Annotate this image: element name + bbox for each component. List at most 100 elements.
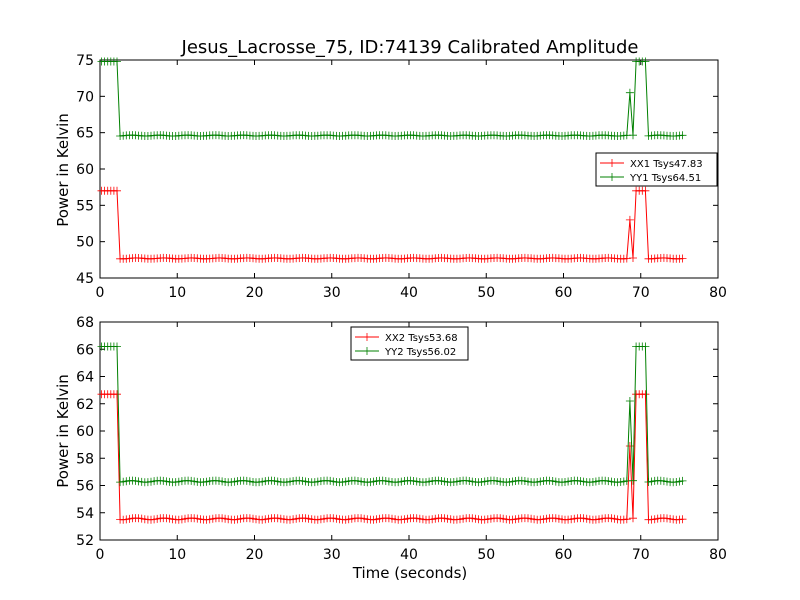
data-point [221, 514, 230, 523]
data-point [486, 514, 495, 523]
data-point [202, 477, 211, 486]
data-point [344, 515, 353, 524]
x-tick-label: 0 [96, 547, 105, 563]
y-tick-label: 66 [76, 342, 94, 358]
y-tick-label: 54 [76, 506, 94, 522]
x-tick-label: 80 [709, 285, 727, 301]
data-point [610, 514, 619, 523]
data-point [471, 514, 480, 523]
legend-label: XX1 Tsys47.83 [630, 159, 703, 170]
x-tick-label: 80 [709, 547, 727, 563]
data-point [233, 515, 242, 524]
data-point [177, 515, 186, 524]
x-tick-label: 30 [323, 285, 341, 301]
data-point [292, 514, 301, 523]
data-point [286, 477, 294, 486]
data-point [663, 477, 671, 486]
data-point [394, 478, 403, 487]
data-point [412, 514, 421, 523]
data-point [524, 514, 532, 523]
x-tick-label: 40 [400, 547, 418, 563]
data-point [561, 478, 569, 486]
data-point [357, 514, 366, 523]
data-point [579, 514, 588, 523]
data-point [245, 514, 254, 523]
data-point [320, 514, 328, 523]
data-point [273, 514, 282, 523]
y-tick-label: 60 [76, 162, 94, 178]
legend-label: YY1 Tsys64.51 [629, 173, 701, 184]
data-point [666, 514, 675, 523]
data-point [625, 397, 634, 405]
data-point [524, 477, 532, 486]
x-tick-label: 70 [632, 547, 650, 563]
data-point [400, 515, 409, 524]
data-point [616, 478, 625, 486]
series-line [101, 393, 683, 521]
data-point [629, 254, 637, 262]
data-point [153, 514, 162, 523]
data-point [316, 515, 325, 524]
series-line [101, 190, 683, 260]
data-point [629, 131, 637, 140]
data-point [215, 476, 223, 485]
data-point [245, 477, 254, 486]
data-point [629, 476, 637, 485]
data-point [644, 478, 653, 486]
data-point [301, 514, 310, 523]
x-tick-label: 50 [477, 285, 495, 301]
data-point [641, 342, 650, 351]
data-point [483, 515, 492, 524]
top-panel: Power in Kelvin 0 10 20 30 40 50 60 70 80 45 50 55 6… [54, 53, 727, 301]
x-tick-label: 20 [246, 285, 264, 301]
series-line [101, 346, 683, 483]
x-tick-label: 40 [400, 285, 418, 301]
data-point [270, 476, 279, 485]
data-point [366, 478, 375, 487]
x-tick-label: 30 [323, 547, 341, 563]
legend-label: YY2 Tsys56.02 [384, 347, 456, 358]
data-point [437, 477, 446, 485]
data-point [338, 478, 347, 487]
data-point [415, 514, 424, 523]
data-point [131, 476, 140, 485]
data-point [607, 477, 616, 486]
x-axis-label: Time (seconds) [352, 564, 468, 582]
x-tick-label: 20 [246, 547, 264, 563]
data-point [551, 514, 560, 523]
data-point [595, 515, 603, 524]
data-point [205, 515, 214, 524]
data-point [425, 477, 434, 486]
data-point [354, 477, 362, 485]
data-point [493, 477, 502, 485]
data-point [480, 477, 489, 486]
data-point [570, 514, 579, 523]
data-point [554, 514, 563, 523]
data-point [672, 478, 681, 486]
data-point [113, 390, 121, 399]
data-point [591, 477, 600, 486]
y-tick-label: 68 [76, 315, 94, 331]
chart-title: Jesus_Lacrosse_75, ID:74139 Calibrated A… [181, 37, 639, 58]
data-point [159, 476, 168, 485]
y-tick-label: 60 [76, 424, 94, 440]
data-point [625, 215, 634, 224]
data-point [678, 254, 687, 263]
data-point [659, 477, 668, 486]
data-point [276, 514, 285, 523]
data-point [313, 477, 322, 486]
data-point [381, 477, 390, 485]
y-tick-label: 45 [76, 271, 94, 287]
data-point [326, 476, 335, 485]
data-point [162, 477, 171, 486]
series-line [101, 61, 683, 137]
data-point [452, 477, 461, 486]
series-1 [97, 390, 687, 524]
y-tick-label: 50 [76, 235, 94, 251]
legend: XX2 Tsys53.68 YY2 Tsys56.02 [350, 326, 469, 361]
y-tick-label: 58 [76, 451, 94, 467]
x-tick-label: 60 [555, 285, 573, 301]
data-point [134, 477, 143, 486]
legend-box [350, 326, 469, 361]
data-point [147, 477, 155, 486]
